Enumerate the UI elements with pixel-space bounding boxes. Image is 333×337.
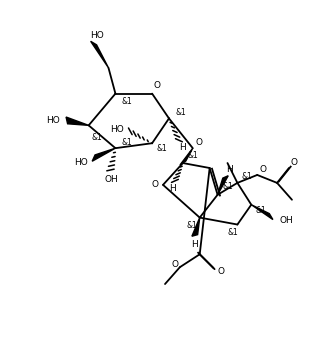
Text: O: O <box>171 260 178 269</box>
Polygon shape <box>66 117 89 125</box>
Text: HO: HO <box>46 116 60 125</box>
Text: &1: &1 <box>222 182 233 191</box>
Text: &1: &1 <box>157 144 167 153</box>
Text: &1: &1 <box>122 138 133 147</box>
Polygon shape <box>251 205 273 220</box>
Polygon shape <box>92 148 116 161</box>
Text: &1: &1 <box>242 173 253 181</box>
Text: OH: OH <box>105 175 118 184</box>
Text: H: H <box>191 240 198 249</box>
Text: HO: HO <box>74 158 88 166</box>
Polygon shape <box>192 218 200 236</box>
Text: O: O <box>290 158 297 166</box>
Polygon shape <box>180 148 193 165</box>
Text: &1: &1 <box>187 151 198 160</box>
Text: &1: &1 <box>256 206 267 215</box>
Text: O: O <box>260 165 267 175</box>
Text: OH: OH <box>279 216 293 225</box>
Text: HO: HO <box>90 31 104 40</box>
Text: &1: &1 <box>91 133 102 142</box>
Text: &1: &1 <box>186 221 197 230</box>
Text: &1: &1 <box>122 97 133 106</box>
Text: O: O <box>195 138 202 147</box>
Text: H: H <box>179 143 186 152</box>
Text: O: O <box>152 180 159 189</box>
Text: O: O <box>217 267 224 276</box>
Text: &1: &1 <box>175 108 186 117</box>
Text: H: H <box>169 184 176 193</box>
Text: &1: &1 <box>227 228 238 237</box>
Polygon shape <box>91 41 109 68</box>
Text: H: H <box>226 165 233 175</box>
Text: HO: HO <box>111 125 124 134</box>
Polygon shape <box>217 176 228 195</box>
Text: O: O <box>154 81 161 90</box>
